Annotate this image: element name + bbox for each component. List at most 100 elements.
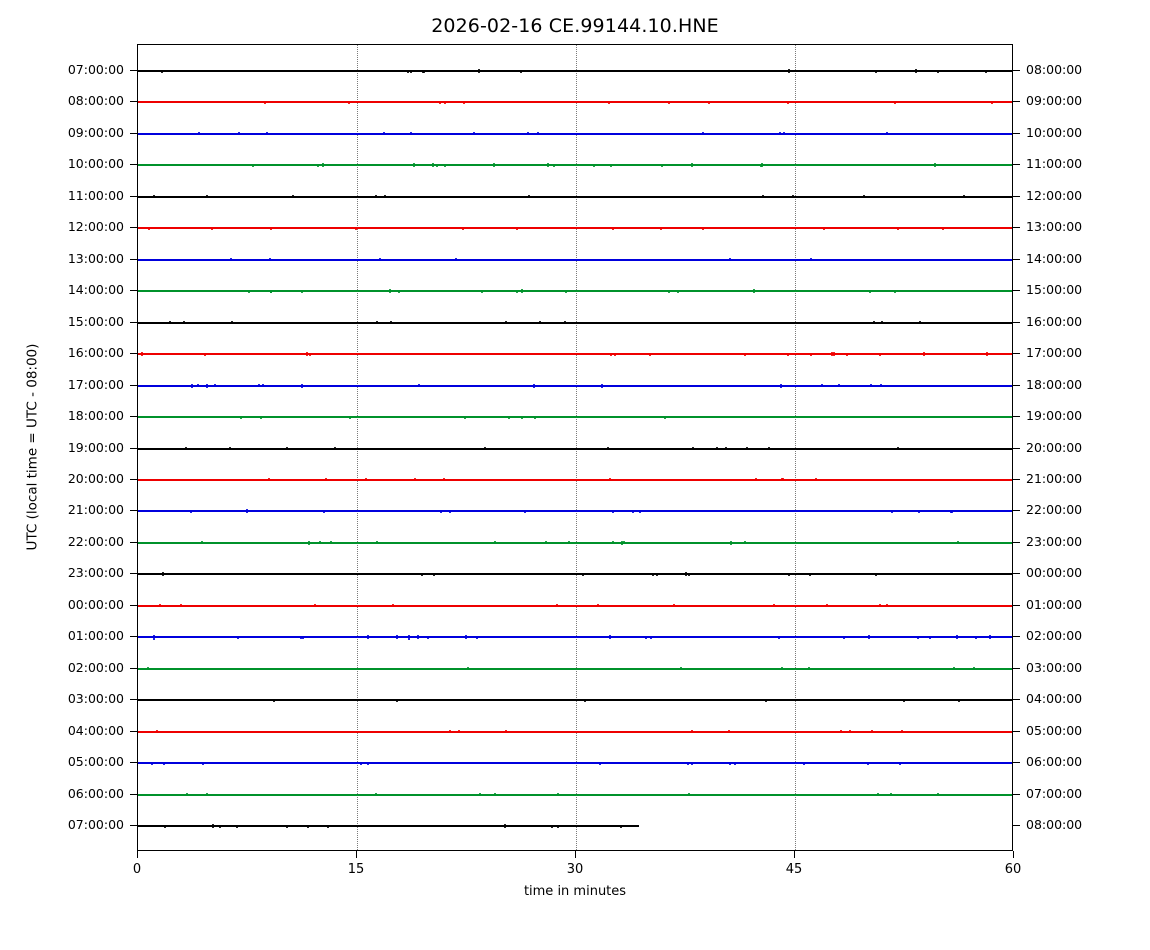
trace-noise: [776, 604, 779, 607]
trace-row-12:00:00: [138, 226, 1012, 230]
trace-noise: [721, 699, 724, 702]
trace-noise: [418, 384, 421, 388]
trace-noise: [933, 163, 936, 168]
x-label-45: 45: [785, 862, 803, 877]
trace-noise: [879, 604, 882, 608]
trace-noise: [687, 761, 690, 765]
trace-noise: [448, 730, 451, 734]
trace-noise: [744, 541, 747, 545]
trace-noise: [710, 227, 713, 230]
trace-noise: [889, 573, 892, 576]
trace-noise: [245, 70, 248, 72]
y-label-right-04:00:00: 04:00:00: [1026, 691, 1083, 707]
trace-noise: [152, 634, 155, 640]
trace-noise: [611, 164, 614, 167]
trace-noise: [493, 163, 496, 168]
y-label-left-21:00:00: 21:00:00: [67, 502, 124, 518]
trace-line: [138, 762, 1012, 765]
y-tick-left: [130, 416, 137, 418]
y-label-right-17:00:00: 17:00:00: [1026, 345, 1083, 361]
trace-noise: [784, 730, 787, 733]
trace-noise: [1000, 416, 1003, 419]
y-label-left-16:00:00: 16:00:00: [67, 345, 124, 361]
trace-noise: [953, 667, 956, 671]
plot-area[interactable]: [137, 44, 1013, 851]
trace-row-18:00:00: [138, 415, 1012, 419]
y-label-left-19:00:00: 19:00:00: [67, 439, 124, 455]
trace-noise: [173, 699, 176, 702]
trace-row-02:00:00: [138, 667, 1012, 671]
y-tick-right: [1013, 636, 1020, 638]
trace-noise: [462, 226, 465, 230]
trace-noise: [512, 636, 515, 639]
trace-noise: [198, 132, 201, 136]
y-tick-left: [130, 573, 137, 575]
trace-line: [138, 227, 1012, 230]
trace-noise: [667, 100, 670, 104]
trace-row-04:00:00: [138, 730, 1012, 734]
trace-noise: [715, 447, 718, 450]
y-label-left-09:00:00: 09:00:00: [67, 124, 124, 140]
trace-noise: [425, 258, 428, 261]
trace-noise: [808, 667, 811, 671]
trace-noise: [270, 226, 273, 230]
trace-noise: [608, 635, 611, 640]
trace-noise: [285, 824, 288, 828]
trace-noise: [477, 69, 480, 73]
trace-noise: [494, 793, 497, 797]
trace-noise: [329, 541, 332, 545]
trace-line: [138, 447, 1012, 450]
trace-line: [138, 573, 1012, 576]
trace-noise: [873, 321, 876, 325]
trace-noise: [951, 227, 954, 230]
y-tick-left: [130, 730, 137, 732]
x-axis-label: time in minutes: [523, 884, 627, 899]
trace-noise: [230, 258, 233, 262]
y-tick-left: [130, 793, 137, 795]
trace-noise: [953, 384, 956, 387]
trace-noise: [788, 730, 791, 733]
trace-noise: [148, 226, 151, 230]
trace-noise: [348, 699, 351, 702]
y-label-right-13:00:00: 13:00:00: [1026, 219, 1083, 235]
trace-noise: [493, 667, 496, 670]
trace-noise: [162, 164, 165, 167]
trace-noise: [270, 289, 273, 293]
y-tick-left: [130, 541, 137, 543]
trace-noise: [746, 447, 749, 450]
trace-noise: [436, 163, 439, 167]
y-label-right-09:00:00: 09:00:00: [1026, 93, 1083, 109]
y-label-left-06:00:00: 06:00:00: [67, 785, 124, 801]
y-label-right-03:00:00: 03:00:00: [1026, 659, 1083, 675]
y-tick-left: [130, 762, 137, 764]
trace-row-17:00:00: [138, 383, 1012, 388]
trace-noise: [585, 258, 588, 261]
y-tick-left: [130, 132, 137, 134]
trace-noise: [917, 509, 920, 513]
trace-noise: [728, 761, 731, 765]
trace-noise: [843, 573, 846, 576]
trace-noise: [461, 290, 464, 293]
trace-noise: [375, 321, 378, 325]
trace-noise: [896, 447, 899, 450]
trace-noise: [416, 635, 419, 640]
trace-noise: [792, 195, 795, 199]
trace-row-01:00:00: [138, 634, 1012, 640]
trace-noise: [598, 761, 601, 765]
trace-line: [138, 825, 639, 827]
trace-noise: [760, 163, 763, 167]
trace-noise: [557, 793, 560, 797]
trace-noise: [473, 132, 476, 136]
y-tick-left: [130, 447, 137, 449]
trace-noise: [142, 353, 145, 356]
trace-noise: [396, 635, 399, 640]
trace-noise: [256, 258, 259, 261]
trace-noise: [626, 195, 629, 198]
trace-noise: [861, 604, 864, 607]
trace-noise: [564, 289, 567, 293]
y-label-left-00:00:00: 00:00:00: [67, 596, 124, 612]
page-title: 2026-02-16 CE.99144.10.HNE: [431, 15, 719, 37]
trace-noise: [247, 762, 250, 765]
y-label-left-23:00:00: 23:00:00: [67, 565, 124, 581]
trace-noise: [410, 132, 412, 136]
